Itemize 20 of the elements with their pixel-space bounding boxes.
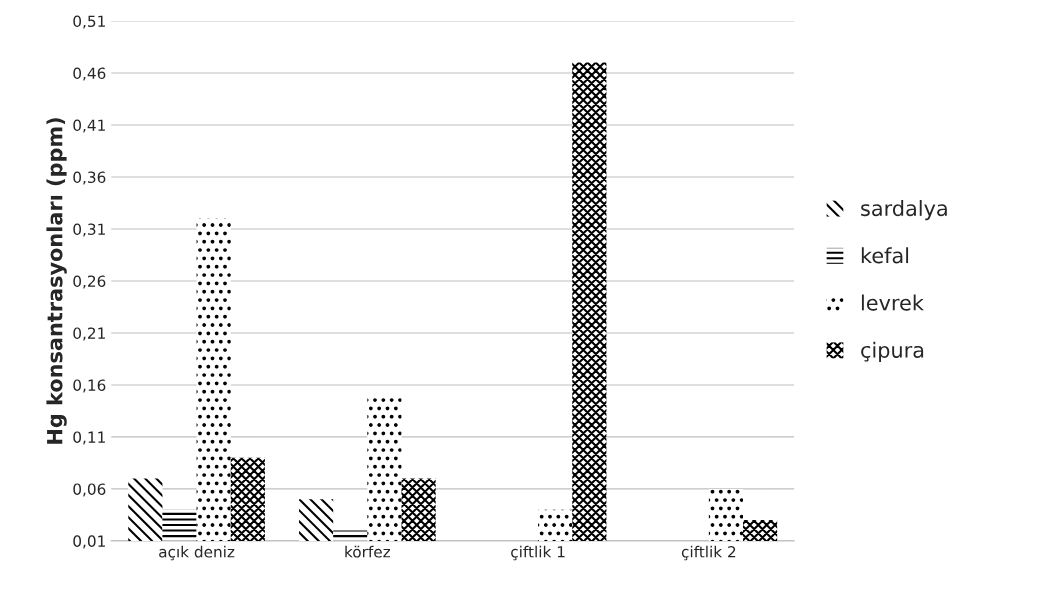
legend-label: çipura bbox=[861, 341, 924, 362]
x-tick-label: açık deniz bbox=[159, 545, 235, 561]
x-tick-label: körfez bbox=[345, 545, 391, 558]
y-tick-label: 0,01 bbox=[73, 535, 105, 549]
y-tick-label: 0,36 bbox=[73, 171, 106, 185]
legend-label: sardalya bbox=[861, 200, 947, 221]
legend-label: levrek bbox=[861, 294, 924, 311]
y-tick-label: 0,31 bbox=[73, 223, 105, 237]
y-tick-label: 0,16 bbox=[73, 379, 106, 393]
y-tick-label: 0,41 bbox=[73, 119, 105, 133]
legend-label: kefal bbox=[861, 247, 909, 264]
y-tick-label: 0,21 bbox=[73, 327, 105, 341]
y-tick-label: 0,46 bbox=[73, 67, 106, 81]
x-tick-label: çiftlik 2 bbox=[681, 545, 736, 561]
y-tick-label: 0,06 bbox=[73, 483, 106, 497]
y-tick-label: 0,51 bbox=[73, 15, 105, 29]
y-tick-label: 0,26 bbox=[73, 275, 106, 289]
y-axis-title: Hg konsantrasyonları (ppm) bbox=[46, 118, 67, 444]
y-tick-label: 0,11 bbox=[73, 431, 105, 445]
x-tick-label: çiftlik 1 bbox=[511, 545, 565, 561]
